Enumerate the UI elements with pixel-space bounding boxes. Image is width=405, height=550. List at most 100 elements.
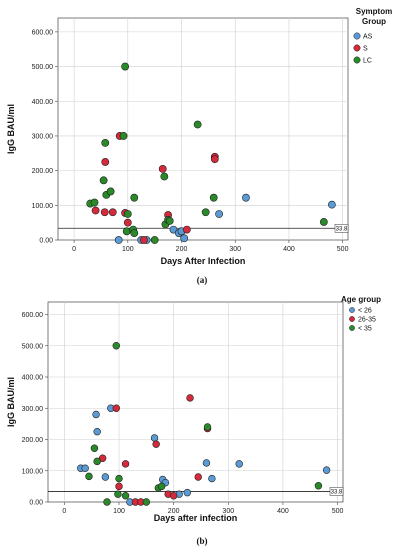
panel-caption: (a) bbox=[197, 275, 208, 285]
data-point-lc bbox=[150, 236, 159, 244]
y-tick-label: 300.00 bbox=[32, 133, 54, 140]
data-point-lc bbox=[193, 120, 202, 129]
data-point-26 bbox=[92, 410, 100, 419]
legend-label: < 35 bbox=[358, 326, 372, 333]
x-tick-label: 300 bbox=[222, 508, 234, 515]
data-point-2635 bbox=[121, 460, 130, 468]
x-tick-label: 300 bbox=[229, 246, 241, 253]
data-point-35 bbox=[103, 498, 111, 506]
data-point-lc bbox=[122, 227, 131, 236]
data-point-26 bbox=[235, 460, 243, 468]
panel-b: 0.00 100.00 200.00 300.00 400.00 500.00 600.00… bbox=[6, 295, 381, 546]
data-point-lc bbox=[121, 62, 130, 71]
data-point-s bbox=[158, 164, 167, 173]
data-point-lc bbox=[319, 218, 328, 226]
x-axis-label: Days after infection bbox=[154, 513, 238, 523]
legend-label: < 26 bbox=[358, 308, 372, 315]
legend-marker bbox=[353, 56, 361, 64]
data-point-35 bbox=[203, 423, 212, 431]
data-point-lc bbox=[130, 229, 139, 237]
data-point-s bbox=[100, 208, 109, 217]
panel-caption: (b) bbox=[197, 536, 208, 546]
y-tick-label: 500.00 bbox=[32, 64, 54, 71]
legend-marker bbox=[349, 325, 355, 331]
data-point-26 bbox=[202, 459, 211, 467]
legend-label: LC bbox=[363, 58, 372, 65]
x-tick-label: 0 bbox=[62, 508, 66, 515]
data-point-lc bbox=[123, 210, 132, 218]
reference-line-label-box bbox=[334, 224, 349, 233]
data-point-s bbox=[123, 218, 132, 227]
data-point-35 bbox=[142, 498, 151, 506]
y-tick-label: 400.00 bbox=[32, 99, 54, 106]
data-point-s bbox=[91, 206, 100, 215]
x-tick-label: 100 bbox=[122, 246, 134, 253]
panel-a: 0.00 100.00 200.00 300.00 400.00 500.00 600.00… bbox=[6, 7, 392, 285]
data-point-26 bbox=[183, 488, 192, 497]
y-axis-label: IgG BAU/ml bbox=[6, 377, 16, 427]
y-tick-label: 0.00 bbox=[29, 500, 43, 507]
data-point-26 bbox=[93, 427, 101, 436]
x-tick-label: 200 bbox=[168, 508, 180, 515]
legend-label: 26-35 bbox=[358, 317, 376, 324]
y-tick-label: 600.00 bbox=[22, 312, 44, 319]
reference-line-label: 33.8 bbox=[331, 489, 343, 495]
data-point-26 bbox=[101, 473, 110, 481]
data-point-35 bbox=[314, 482, 323, 490]
y-tick-label: 400.00 bbox=[22, 375, 44, 382]
data-point-lc bbox=[106, 187, 115, 196]
data-point-26 bbox=[208, 474, 216, 483]
x-tick-label: 200 bbox=[176, 246, 188, 253]
x-tick-label: 400 bbox=[283, 246, 295, 253]
data-point-s bbox=[182, 225, 191, 234]
data-point-35 bbox=[115, 474, 123, 483]
reference-line-label-box bbox=[329, 487, 344, 496]
data-point-lc bbox=[160, 172, 169, 181]
data-point-lc bbox=[201, 208, 210, 217]
y-tick-label: 500.00 bbox=[22, 343, 44, 350]
legend-label: AS bbox=[363, 34, 373, 41]
data-point-as bbox=[215, 210, 224, 218]
data-point-s bbox=[101, 158, 110, 166]
x-axis-label: Days After Infection bbox=[161, 256, 246, 266]
data-point-26 bbox=[150, 434, 159, 442]
x-tick-label: 400 bbox=[277, 508, 289, 515]
data-point-35 bbox=[157, 482, 166, 491]
legend-marker bbox=[353, 32, 361, 40]
plot-area bbox=[57, 17, 349, 241]
data-point-as bbox=[327, 200, 336, 209]
data-point-26 bbox=[322, 466, 331, 474]
y-axis-label: IgG BAU/ml bbox=[6, 104, 16, 154]
data-point-lc bbox=[99, 176, 108, 185]
legend-marker bbox=[349, 316, 355, 322]
data-point-26 bbox=[81, 464, 89, 472]
data-point-lc bbox=[101, 138, 110, 147]
reference-line-label: 33.8 bbox=[336, 226, 348, 232]
legend-title: Age group bbox=[341, 295, 381, 304]
y-tick-label: 200.00 bbox=[22, 437, 44, 444]
data-point-lc bbox=[90, 198, 99, 207]
y-tick-label: 0.00 bbox=[39, 238, 53, 245]
data-point-as bbox=[114, 236, 123, 244]
data-point-lc bbox=[130, 193, 139, 202]
data-point-lc bbox=[209, 193, 218, 202]
data-point-lc bbox=[165, 217, 174, 225]
data-point-35 bbox=[93, 457, 101, 466]
x-tick-label: 100 bbox=[113, 508, 125, 515]
data-point-35 bbox=[90, 444, 99, 452]
y-tick-label: 300.00 bbox=[22, 406, 44, 413]
y-tick-label: 100.00 bbox=[32, 203, 54, 210]
data-point-35 bbox=[114, 490, 122, 498]
data-point-s bbox=[140, 236, 148, 244]
data-point-2635 bbox=[115, 482, 123, 491]
data-point-as bbox=[180, 234, 189, 243]
legend-marker bbox=[353, 44, 361, 52]
data-point-2635 bbox=[169, 492, 178, 500]
data-point-lc bbox=[119, 132, 128, 140]
data-point-s bbox=[210, 155, 219, 164]
data-point-2635 bbox=[194, 473, 202, 481]
x-tick-label: 500 bbox=[332, 508, 344, 515]
data-point-35 bbox=[112, 342, 120, 350]
x-tick-label: 0 bbox=[72, 246, 76, 253]
